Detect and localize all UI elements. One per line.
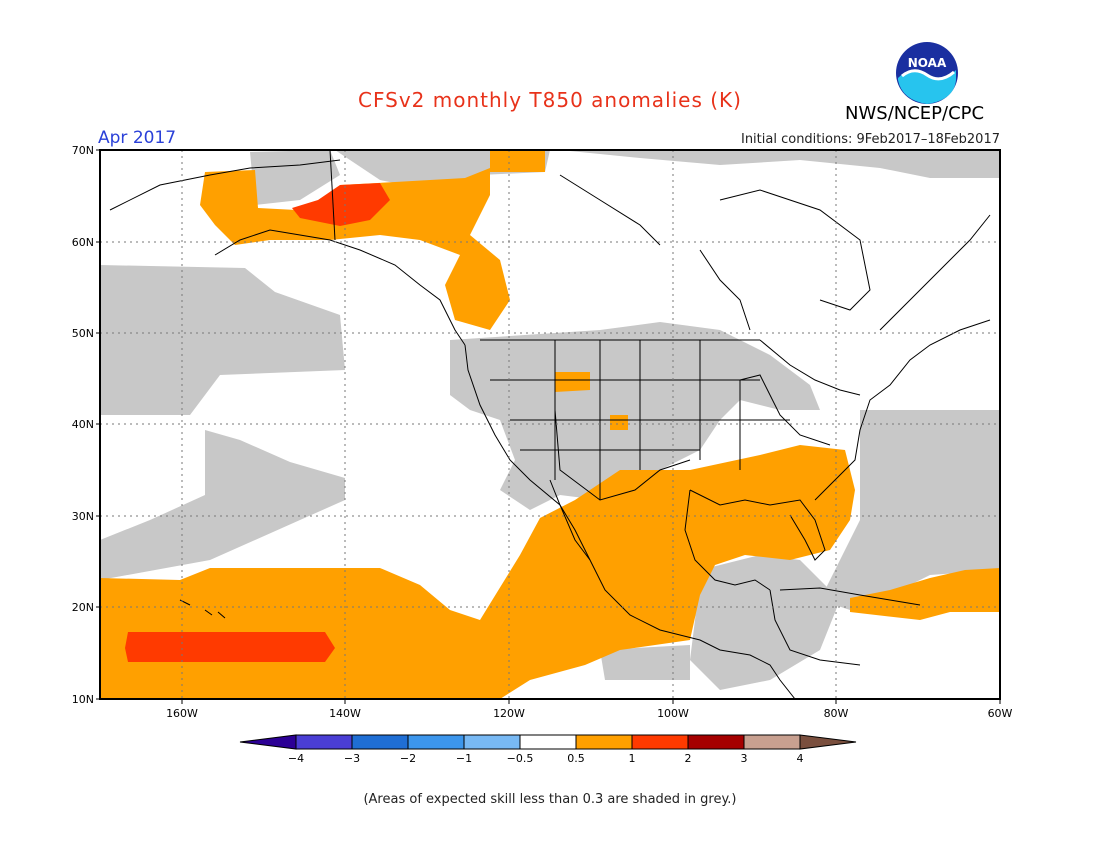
colorbar-label: −4	[288, 752, 304, 765]
colorbar-label: 4	[797, 752, 804, 765]
colorbar-swatch	[463, 734, 521, 750]
footnote: (Areas of expected skill less than 0.3 a…	[363, 792, 737, 807]
lon-tick-60w: 60W	[988, 707, 1013, 720]
lon-tick-100w: 100W	[657, 707, 689, 720]
lon-tick-160w: 160W	[166, 707, 198, 720]
colorbar-swatch	[631, 734, 689, 750]
lat-tick-40n: 40N	[72, 418, 94, 431]
lat-axis: 70N 60N 50N 40N 30N 20N 10N	[72, 144, 94, 706]
colorbar-arrow-low	[239, 734, 297, 750]
colorbar-swatch	[687, 734, 745, 750]
lon-ticks	[181, 699, 1001, 704]
lon-tick-120w: 120W	[493, 707, 525, 720]
logo-text: NOAA	[908, 56, 947, 70]
colorbar-label: −0.5	[507, 752, 534, 765]
colorbar-swatch	[575, 734, 633, 750]
colorbar-swatch	[743, 734, 801, 750]
colorbar-swatch	[407, 734, 465, 750]
lat-tick-30n: 30N	[72, 510, 94, 523]
noaa-logo: NOAA	[896, 42, 958, 104]
lat-tick-50n: 50N	[72, 327, 94, 340]
org-label: NWS/NCEP/CPC	[845, 103, 985, 124]
low-skill-shading	[100, 150, 1000, 690]
colorbar-label: 3	[741, 752, 748, 765]
lat-ticks	[96, 149, 100, 700]
lat-tick-70n: 70N	[72, 144, 94, 157]
colorbar-arrow-high	[799, 734, 857, 750]
colorbar-label: −1	[456, 752, 472, 765]
colorbar-swatch	[519, 734, 577, 750]
colorbar-label: −2	[400, 752, 416, 765]
colorbar-label: 1	[629, 752, 636, 765]
chart-title: CFSv2 monthly T850 anomalies (K)	[358, 88, 742, 112]
colorbar-swatch	[351, 734, 409, 750]
lon-axis: 160W 140W 120W 100W 80W 60W	[166, 707, 1012, 720]
anomaly-1-2	[125, 183, 390, 662]
colorbar-swatch	[295, 734, 353, 750]
colorbar-label: −3	[344, 752, 360, 765]
lat-tick-60n: 60N	[72, 236, 94, 249]
lon-tick-140w: 140W	[329, 707, 361, 720]
coastlines	[109, 150, 991, 699]
initial-conditions: Initial conditions: 9Feb2017–18Feb2017	[740, 132, 1000, 147]
lat-tick-20n: 20N	[72, 601, 94, 614]
colorbar-label: 0.5	[567, 752, 585, 765]
lon-tick-80w: 80W	[824, 707, 849, 720]
forecast-month: Apr 2017	[98, 128, 177, 148]
lat-tick-10n: 10N	[72, 693, 94, 706]
colorbar-label: 2	[685, 752, 692, 765]
graticule	[100, 150, 1000, 699]
